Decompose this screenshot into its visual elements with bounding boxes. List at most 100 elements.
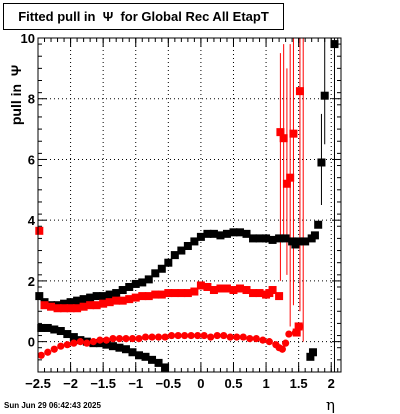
data-point-circle [246,335,254,343]
data-point-square [196,232,205,241]
data-point-square [229,228,238,237]
data-point-square [177,289,186,298]
data-point-circle [187,331,195,340]
data-point-circle [207,333,215,341]
data-point-square [102,340,111,349]
data-point-square [60,299,69,308]
data-point-square [118,296,127,305]
data-point-circle [265,338,273,346]
data-point-square [317,158,326,167]
data-point-square [69,333,78,342]
axes: −2.5 −2 −1.5 −1 −0.5 0 0.5 1 1.5 2 0 2 4 6 8 10 [21,31,341,391]
data-point-square [314,220,323,229]
data-point-square [310,231,319,240]
data-point-circle [154,333,163,341]
data-point-square [53,304,62,313]
data-point-square [161,363,170,372]
x-axis-label: η [326,396,335,414]
data-marks [35,40,339,372]
data-point-square [170,289,179,298]
data-point-circle [141,333,150,341]
x-tick-label: 1.5 [290,376,308,391]
data-point-square [170,251,179,260]
data-point-square [289,129,298,138]
data-point-circle [252,335,260,343]
chart-grid [37,37,341,372]
data-point-square [190,287,199,296]
data-point-square [203,282,212,291]
data-point-square [135,351,143,360]
data-point-square [255,234,264,243]
x-tick-label: −0.5 [155,376,181,391]
data-point-square [229,286,238,295]
error-bars [279,38,335,372]
data-point-square [86,301,95,310]
data-point-square [222,284,231,293]
data-point-square [275,292,284,301]
data-point-square [112,296,121,305]
data-point-circle [89,338,97,346]
data-point-circle [167,331,176,340]
data-point-square [177,246,186,255]
data-point-square [157,264,166,273]
data-point-square [60,304,69,313]
data-point-square [183,241,192,250]
data-point-square [294,237,303,246]
data-point-circle [285,330,293,338]
data-point-square [151,290,160,299]
data-point-circle [37,351,45,359]
data-point-square [66,298,75,307]
data-point-circle [148,333,156,341]
data-point-square [125,295,134,304]
data-point-circle [96,336,104,344]
data-point-square [79,295,88,304]
data-point-circle [161,333,169,341]
data-point-circle [109,335,117,343]
data-point-square [105,290,114,299]
data-point-circle [76,338,84,346]
data-point-square [183,289,192,298]
timestamp: Sun Jun 29 06:42:43 2025 [4,401,101,410]
data-point-square [276,128,285,137]
data-point-circle [200,331,208,340]
data-point-square [47,302,56,311]
y-tick-label: 4 [28,213,36,228]
data-point-circle [122,335,130,343]
data-point-square [99,292,108,301]
data-point-square [118,286,127,295]
data-point-circle [57,342,65,350]
data-point-square [242,229,251,238]
data-point-circle [239,333,247,341]
data-point-circle [291,328,299,337]
data-point-circle [174,331,182,340]
y-tick-label: 10 [21,31,35,46]
y-tick-label: 6 [28,152,35,167]
data-point-square [138,292,147,301]
plot-frame [37,37,342,373]
data-point-square [306,352,315,361]
data-point-square [190,237,199,246]
data-point-square [99,299,108,308]
data-point-circle [83,339,91,347]
x-tick-label: −1.5 [90,376,116,391]
data-point-square [105,298,114,307]
data-point-square [50,325,59,334]
data-point-square [308,348,317,357]
data-point-square [281,234,290,243]
data-point-square [268,286,277,295]
data-point-square [40,301,49,310]
data-point-square [301,237,310,246]
data-point-square [63,330,72,339]
data-point-square [148,355,157,364]
data-point-square [79,302,88,311]
data-point-square [164,289,173,298]
data-point-square [222,229,231,238]
data-point-circle [220,331,228,340]
data-point-square [92,292,101,301]
data-point-square [35,292,44,301]
data-point-square [255,289,264,298]
data-point-square [138,278,147,287]
data-point-square [144,292,153,301]
data-point-circle [226,333,234,341]
